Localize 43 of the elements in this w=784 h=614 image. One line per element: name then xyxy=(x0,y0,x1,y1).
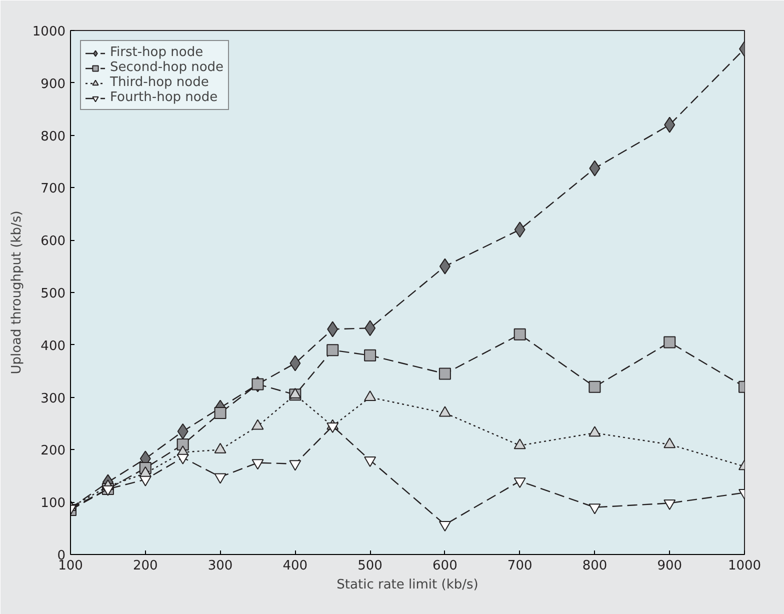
point xyxy=(214,407,226,420)
x-tick-label: 500 xyxy=(358,558,382,574)
legend-label: Third-hop node xyxy=(110,75,209,90)
point xyxy=(438,520,451,532)
y-tick-label: 200 xyxy=(40,444,66,459)
point xyxy=(252,459,264,470)
y-axis-title: Upload throughput (kb/s) xyxy=(9,210,24,374)
x-axis-title: Static rate limit (kb/s) xyxy=(336,578,478,592)
y-tick-label: 600 xyxy=(40,234,66,250)
point xyxy=(139,476,152,486)
point xyxy=(514,328,526,340)
point xyxy=(664,336,676,348)
point xyxy=(326,422,339,433)
y-tick-label: 500 xyxy=(40,286,66,302)
legend-label: First-hop node xyxy=(110,45,204,60)
y-tick-label: 1000 xyxy=(32,24,66,40)
point xyxy=(289,460,302,471)
point xyxy=(176,454,189,464)
x-tick-label: 700 xyxy=(507,558,532,574)
y-tick-label: 300 xyxy=(40,391,66,406)
x-tick-label: 1000 xyxy=(728,558,762,574)
x-tick-label: 400 xyxy=(282,558,308,574)
x-tick-label: 800 xyxy=(582,558,608,574)
point xyxy=(588,380,601,393)
y-tick-label: 700 xyxy=(40,182,66,197)
x-tick-label: 900 xyxy=(657,558,682,574)
point xyxy=(326,344,339,356)
point xyxy=(438,368,451,380)
legend-label: Second-hop node xyxy=(110,60,224,75)
y-tick-label: 400 xyxy=(40,338,66,354)
point xyxy=(664,499,676,510)
point xyxy=(514,477,526,488)
point xyxy=(364,349,376,362)
legend-label: Fourth-hop node xyxy=(110,90,218,105)
y-tick-label: 900 xyxy=(40,76,66,92)
x-tick-label: 200 xyxy=(132,558,158,574)
point xyxy=(214,473,226,484)
y-tick-label: 800 xyxy=(40,129,66,144)
x-tick-label: 600 xyxy=(432,558,458,574)
point xyxy=(588,504,601,514)
y-tick-label: 100 xyxy=(40,496,66,512)
point xyxy=(364,456,376,468)
x-tick-label: 300 xyxy=(208,558,233,574)
